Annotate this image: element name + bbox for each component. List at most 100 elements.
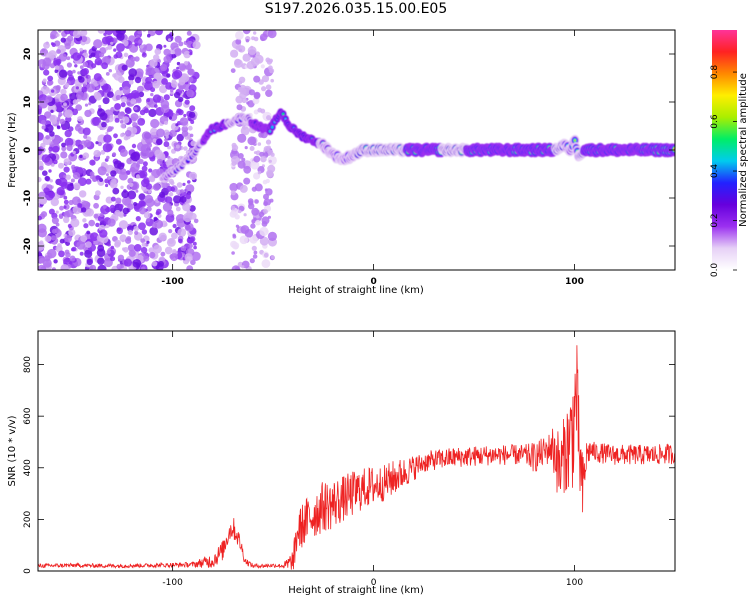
- spectrogram-cell: [79, 154, 83, 159]
- spectrogram-cell: [234, 214, 240, 220]
- spectrogram-cell: [243, 213, 247, 217]
- spectrogram-cell: [47, 103, 57, 113]
- spectrogram-cell: [87, 75, 91, 79]
- spectrogram-cell: [82, 218, 87, 223]
- spectrogram-cell: [259, 226, 269, 237]
- spectrogram-cell: [114, 103, 121, 110]
- snr-x-tick-label: -100: [162, 578, 183, 588]
- spectrogram-cell: [261, 259, 271, 268]
- spectrogram-cell: [148, 108, 157, 118]
- spectrogram-cell: [235, 45, 240, 50]
- spectrogram-cell: [115, 138, 122, 145]
- spectrogram-cell: [237, 133, 247, 143]
- spectrogram-cell: [48, 50, 57, 59]
- spectrogram-cell: [138, 200, 145, 207]
- spectrogram-cell: [55, 210, 59, 214]
- spectrogram-cell: [68, 74, 74, 81]
- spectrogram-cell: [60, 37, 66, 43]
- spectrogram-cell: [156, 138, 163, 146]
- spectrogram-cell: [251, 186, 257, 192]
- spectrogram-cell: [127, 244, 136, 252]
- spectrogram-cell: [252, 254, 258, 259]
- spectrogram-cell: [152, 138, 157, 143]
- spectrogram-cell: [253, 36, 259, 42]
- spectrogram-cell: [235, 266, 240, 270]
- spectrogram-cell: [105, 173, 109, 177]
- spectrogram-cell: [124, 130, 132, 137]
- spectrogram-cell: [125, 237, 132, 244]
- spectrogram-cell: [38, 223, 47, 233]
- spectrogram-cell: [119, 204, 124, 209]
- spectrogram-cell: [175, 144, 180, 149]
- snr-series-line: [38, 345, 675, 570]
- spectrogram-cell: [68, 229, 76, 237]
- spectrogram-cell: [59, 190, 65, 196]
- spectrogram-cell: [234, 245, 239, 250]
- spectrogram-cell: [177, 109, 184, 116]
- spectrogram-cell: [266, 170, 274, 178]
- spectrogram-cell: [79, 251, 84, 256]
- spectrogram-cell: [54, 65, 60, 70]
- spectrogram-cell: [168, 238, 174, 244]
- spectrogram-cell: [185, 193, 191, 200]
- spectrogram-cell: [101, 121, 107, 128]
- spectrogram-cell: [160, 251, 166, 257]
- spectrogram-cell: [119, 87, 123, 91]
- spectrogram-y-tick-label: 20: [23, 48, 33, 61]
- spectrogram-cell: [176, 66, 180, 70]
- spectrogram-cell: [137, 85, 144, 93]
- spectrogram-cell: [80, 30, 88, 37]
- spectrogram-cell: [163, 44, 167, 48]
- spectrogram-cell: [105, 183, 109, 188]
- spectrogram-cell: [62, 216, 70, 223]
- spectrogram-cell: [127, 229, 133, 236]
- spectrogram-cell: [97, 166, 107, 176]
- spectrogram-cell: [110, 245, 115, 250]
- snr-y-tick-label: 600: [23, 407, 33, 424]
- spectrogram-cell: [184, 253, 193, 262]
- spectrogram-cell: [110, 41, 114, 45]
- spectrogram-cell: [51, 217, 59, 225]
- spectrogram-cell: [144, 194, 154, 204]
- spectrogram-cell: [115, 30, 121, 34]
- spectrogram-cell: [143, 255, 150, 262]
- spectrogram-cell: [106, 249, 112, 255]
- spectrogram-cell: [182, 94, 186, 98]
- spectrogram-cell: [97, 108, 106, 117]
- snr-x-axis-label: Height of straight line (km): [288, 585, 424, 596]
- spectrogram-cell: [106, 176, 111, 181]
- spectrogram-cell: [261, 75, 270, 83]
- spectrogram-cell: [69, 255, 76, 262]
- spectrogram-cell: [64, 235, 72, 243]
- colorbar-tick-label: 0.8: [710, 65, 720, 80]
- spectrogram-cell: [72, 150, 76, 155]
- spectrogram-cell: [77, 144, 84, 150]
- spectrogram-cell: [183, 146, 188, 151]
- spectrogram-cell: [56, 33, 60, 37]
- snr-ticks: -100 0 100 0 200 400 600 800: [23, 331, 675, 588]
- spectrogram-cell: [45, 95, 53, 103]
- spectrogram-cell: [161, 66, 165, 70]
- spectrogram-cell: [172, 51, 176, 55]
- spectrogram-cell: [187, 125, 193, 131]
- spectrogram-cell: [51, 235, 57, 241]
- spectrogram-cell: [93, 91, 101, 99]
- spectrogram-cell: [172, 249, 177, 254]
- spectrogram-cell: [175, 123, 179, 127]
- spectrogram-cell: [89, 159, 96, 166]
- spectrogram-cell: [153, 244, 162, 254]
- spectrogram-cell: [134, 106, 138, 111]
- spectrogram-cell: [116, 32, 125, 41]
- spectrogram-cell: [116, 227, 123, 235]
- spectrogram-cell: [137, 30, 142, 35]
- spectrogram-cell: [76, 123, 80, 128]
- spectrogram-cell: [163, 141, 170, 148]
- snr-y-tick-label: 400: [23, 459, 33, 476]
- spectrogram-cell: [173, 91, 181, 99]
- spectrogram-cell: [86, 83, 96, 93]
- spectrogram-cell: [158, 232, 167, 241]
- spectrogram-cell: [141, 229, 148, 235]
- spectrogram-cell: [103, 32, 107, 36]
- spectrogram-cell: [60, 151, 68, 159]
- spectrogram-cell: [79, 65, 84, 70]
